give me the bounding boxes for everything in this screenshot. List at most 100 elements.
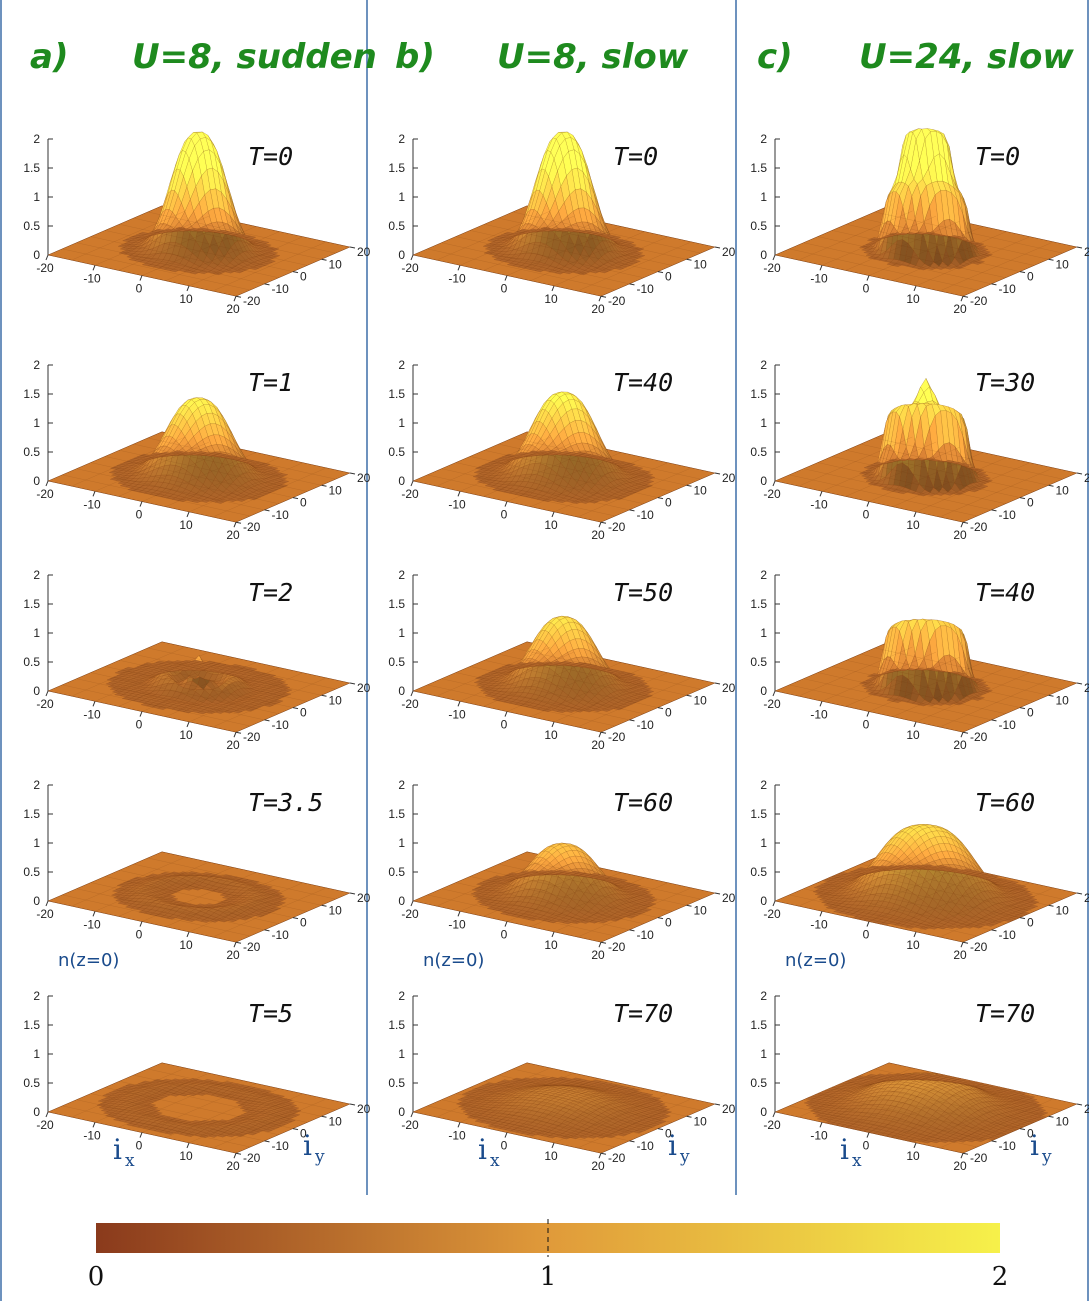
time-label: T=5 bbox=[248, 999, 293, 1028]
z-tick-label: 0 bbox=[33, 894, 40, 908]
x-tick-label: 20 bbox=[226, 528, 240, 542]
panel-letter: b) bbox=[395, 37, 435, 77]
y-tick bbox=[349, 1103, 356, 1106]
y-tick-label: -10 bbox=[637, 508, 655, 522]
y-tick-label: 0 bbox=[665, 270, 672, 284]
y-tick-label: 20 bbox=[357, 681, 371, 695]
x-tick-label: 0 bbox=[136, 282, 143, 296]
y-tick bbox=[235, 731, 242, 734]
column-heading-c: c) U=24, slow bbox=[757, 37, 1074, 77]
z-tick-label: 0 bbox=[33, 248, 40, 262]
y-tick bbox=[629, 719, 635, 722]
floor-gridline bbox=[71, 210, 186, 261]
x-tick-label: 0 bbox=[136, 718, 143, 732]
y-tick bbox=[264, 929, 270, 932]
x-tick-label: 10 bbox=[179, 728, 193, 742]
x-tick bbox=[457, 491, 461, 497]
y-tick bbox=[321, 258, 327, 261]
x-tick bbox=[186, 511, 190, 518]
x-tick-label: 0 bbox=[136, 928, 143, 942]
surface-cell bbox=[269, 247, 280, 251]
y-tick bbox=[686, 484, 692, 487]
x-tick bbox=[598, 522, 602, 528]
time-label: T=1 bbox=[248, 368, 293, 397]
z-tick-label: 2 bbox=[33, 568, 40, 582]
y-tick-label: -20 bbox=[243, 520, 261, 534]
x-tick-label: -10 bbox=[83, 1128, 101, 1142]
x-tick-label: 0 bbox=[501, 718, 508, 732]
x-tick bbox=[186, 1142, 190, 1149]
y-tick bbox=[657, 497, 664, 500]
z-axis: 00.511.52 bbox=[23, 778, 53, 908]
y-tick-label: 20 bbox=[722, 471, 736, 485]
y-tick bbox=[321, 904, 327, 907]
z-tick-label: 1 bbox=[33, 416, 40, 430]
x-tick bbox=[45, 1111, 49, 1118]
z-tick-label: 1.5 bbox=[388, 807, 405, 821]
x-tick-label: -20 bbox=[36, 487, 54, 501]
z-tick-label: 1.5 bbox=[23, 807, 40, 821]
x-tick-label: -10 bbox=[448, 707, 466, 721]
x-tick-label: 20 bbox=[226, 738, 240, 752]
z-tick-label: 0.5 bbox=[23, 219, 40, 233]
x-tick-label: 20 bbox=[591, 528, 605, 542]
z-axis: 00.511.52 bbox=[388, 358, 418, 488]
x-tick bbox=[92, 911, 96, 917]
x-tick-label: 20 bbox=[226, 302, 240, 316]
x-tick-label: 10 bbox=[179, 518, 193, 532]
x-tick bbox=[410, 690, 414, 697]
y-tick-label: -10 bbox=[272, 282, 290, 296]
x-axis-title-var: i bbox=[113, 1133, 122, 1166]
surface-cell bbox=[248, 238, 259, 242]
panel-title: U=8, sudden bbox=[132, 37, 377, 77]
y-tick-label: -20 bbox=[243, 940, 261, 954]
z-tick-label: 1 bbox=[398, 836, 405, 850]
x-tick-label: -10 bbox=[83, 917, 101, 931]
y-tick-label: -10 bbox=[272, 928, 290, 942]
y-tick bbox=[349, 246, 356, 249]
x-tick-label: 20 bbox=[226, 948, 240, 962]
x-tick-label: 0 bbox=[501, 282, 508, 296]
x-tick bbox=[233, 942, 237, 948]
z-axis: 00.511.52 bbox=[23, 358, 53, 488]
y-tick-label: 0 bbox=[300, 706, 307, 720]
y-tick-label: 10 bbox=[329, 903, 343, 917]
z-axis: 00.511.52 bbox=[388, 778, 418, 908]
y-tick bbox=[292, 707, 299, 710]
y-tick-label: 0 bbox=[300, 916, 307, 930]
y-tick bbox=[292, 497, 299, 500]
y-tick bbox=[321, 484, 327, 487]
x-tick bbox=[92, 1122, 96, 1128]
y-tick bbox=[235, 295, 242, 298]
z-tick-label: 0.5 bbox=[23, 865, 40, 879]
x-tick bbox=[551, 721, 555, 728]
z-tick-label: 0.5 bbox=[23, 1076, 40, 1090]
z-tick-label: 0.5 bbox=[388, 219, 405, 233]
x-tick bbox=[92, 701, 96, 707]
z-tick-label: 1.5 bbox=[23, 1018, 40, 1032]
x-tick bbox=[598, 732, 602, 738]
time-label: T=0 bbox=[248, 142, 293, 171]
x-tick-label: -20 bbox=[401, 487, 419, 501]
x-tick bbox=[45, 690, 49, 697]
x-tick-label: 10 bbox=[179, 292, 193, 306]
surface-cell bbox=[175, 226, 186, 230]
y-axis-title-var: i bbox=[303, 1129, 312, 1162]
x-tick bbox=[233, 522, 237, 528]
surface-mesh bbox=[117, 131, 281, 276]
y-tick bbox=[235, 941, 242, 944]
floor-gridline bbox=[62, 248, 251, 291]
x-tick bbox=[233, 296, 237, 302]
x-tick bbox=[410, 254, 414, 261]
z-tick-label: 1 bbox=[33, 1047, 40, 1061]
z-axis: 00.511.52 bbox=[23, 568, 53, 698]
y-tick bbox=[629, 509, 635, 512]
y-tick bbox=[600, 731, 607, 734]
y-tick bbox=[714, 472, 721, 475]
x-tick-label: -20 bbox=[36, 907, 54, 921]
x-tick bbox=[457, 701, 461, 707]
z-tick-label: 1.5 bbox=[23, 597, 40, 611]
z-tick-label: 1 bbox=[398, 416, 405, 430]
y-tick-label: -10 bbox=[637, 282, 655, 296]
